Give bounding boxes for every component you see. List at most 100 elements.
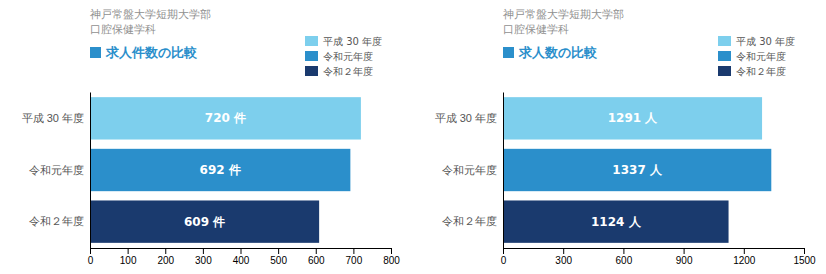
bars bbox=[90, 97, 361, 243]
axis-line bbox=[91, 249, 392, 255]
x-tick-label: 500 bbox=[270, 255, 287, 266]
x-tick: 800 bbox=[383, 248, 400, 266]
y-tick: 平成 30 年度 bbox=[435, 112, 503, 124]
x-tick: 900 bbox=[676, 248, 693, 266]
x-tick: 600 bbox=[308, 248, 325, 266]
x-tick-label: 300 bbox=[555, 255, 572, 266]
x-tick-label: 300 bbox=[195, 255, 212, 266]
axis-line bbox=[90, 93, 91, 249]
background bbox=[0, 0, 826, 274]
y-tick-label: 令和元年度 bbox=[29, 164, 84, 176]
x-tick-mark bbox=[165, 248, 166, 254]
x-axis: 0 300 600 900 1200 1500 bbox=[501, 248, 816, 266]
panel: 0100200300400500600700800平成 30 年度令和元年度令和… bbox=[22, 8, 401, 266]
x-tick-label: 600 bbox=[308, 255, 325, 266]
y-tick-label: 平成 30 年度 bbox=[22, 112, 84, 124]
y-tick-label: 平成 30 年度 bbox=[435, 112, 497, 124]
data-labels: 1291 人1337 人1124 人 bbox=[591, 111, 663, 228]
title: 神戸常盤大学短期大学部 bbox=[90, 8, 211, 21]
x-tick-label: 900 bbox=[676, 255, 693, 266]
y-tick: 令和２年度 bbox=[442, 215, 503, 227]
title: 口腔保健学科 bbox=[90, 23, 156, 36]
y-axis: 平成 30 年度令和元年度令和２年度 bbox=[435, 93, 504, 249]
y-axis: 平成 30 年度令和元年度令和２年度 bbox=[22, 93, 91, 249]
x-tick-label: 800 bbox=[383, 255, 400, 266]
x-tick-mark bbox=[744, 248, 745, 254]
x-tick-mark bbox=[316, 248, 317, 254]
legend-label: 平成 30 年度 bbox=[323, 36, 382, 47]
x-tick-mark bbox=[563, 248, 564, 254]
x-tick-mark bbox=[684, 248, 685, 254]
x-tick-label: 1200 bbox=[733, 255, 756, 266]
x-tick-label: 100 bbox=[120, 255, 137, 266]
x-tick: 0 bbox=[88, 248, 94, 266]
x-tick: 300 bbox=[555, 248, 572, 266]
subtitle: 求人数の比較 bbox=[518, 45, 598, 60]
legend: 平成 30 年度令和元年度令和２年度 bbox=[305, 36, 382, 77]
y-tick: 令和２年度 bbox=[29, 215, 90, 227]
x-tick: 300 bbox=[195, 248, 212, 266]
x-tick-label: 1500 bbox=[793, 255, 816, 266]
bars bbox=[503, 97, 771, 243]
x-tick-label: 0 bbox=[88, 255, 94, 266]
legend-swatch bbox=[305, 36, 318, 46]
x-tick-mark bbox=[90, 248, 91, 254]
legend: 平成 30 年度令和元年度令和２年度 bbox=[718, 36, 795, 77]
y-tick-label: 令和元年度 bbox=[442, 164, 497, 176]
bar bbox=[90, 97, 361, 139]
legend-swatch bbox=[718, 66, 731, 76]
x-tick-mark bbox=[353, 248, 354, 254]
x-tick-mark bbox=[391, 248, 392, 254]
x-tick-mark bbox=[623, 248, 624, 254]
axis-line bbox=[504, 249, 805, 255]
legend-label: 令和２年度 bbox=[323, 66, 373, 77]
x-tick-label: 400 bbox=[233, 255, 250, 266]
legend-swatch bbox=[305, 51, 318, 61]
x-tick: 400 bbox=[233, 248, 250, 266]
x-axis: 0 100 200 300 400 500 600 700 800 bbox=[88, 248, 401, 266]
x-tick: 100 bbox=[120, 248, 137, 266]
data-label: 692 件 bbox=[200, 163, 241, 177]
legend-swatch bbox=[718, 51, 731, 61]
subtitle: 求人件数の比較 bbox=[105, 45, 198, 60]
x-tick-label: 600 bbox=[616, 255, 633, 266]
x-tick-label: 700 bbox=[346, 255, 363, 266]
data-labels: 720 件692 件609 件 bbox=[184, 111, 246, 228]
x-tick: 700 bbox=[346, 248, 363, 266]
title: 神戸常盤大学短期大学部 bbox=[503, 8, 624, 21]
y-tick: 令和元年度 bbox=[442, 164, 503, 176]
legend-label: 令和２年度 bbox=[736, 66, 786, 77]
x-tick-mark bbox=[128, 248, 129, 254]
chart-root: 0100200300400500600700800平成 30 年度令和元年度令和… bbox=[0, 0, 826, 274]
axis-line bbox=[503, 93, 504, 249]
y-tick: 令和元年度 bbox=[29, 164, 90, 176]
x-tick-mark bbox=[804, 248, 805, 254]
legend-label: 令和元年度 bbox=[736, 51, 786, 62]
bar bbox=[90, 200, 319, 242]
x-tick: 1200 bbox=[733, 248, 756, 266]
legend-label: 令和元年度 bbox=[323, 51, 373, 62]
data-label: 1124 人 bbox=[591, 215, 642, 229]
x-tick-mark bbox=[241, 248, 242, 254]
subtitle-marker bbox=[90, 47, 101, 58]
y-tick: 平成 30 年度 bbox=[22, 112, 90, 124]
x-tick-label: 0 bbox=[501, 255, 507, 266]
x-tick: 0 bbox=[501, 248, 507, 266]
x-tick-label: 200 bbox=[157, 255, 174, 266]
data-label: 1337 人 bbox=[612, 163, 663, 177]
data-label: 609 件 bbox=[184, 215, 225, 229]
panel: 030060090012001500平成 30 年度令和元年度令和２年度1291… bbox=[435, 8, 816, 266]
x-tick: 500 bbox=[270, 248, 287, 266]
bar bbox=[503, 149, 771, 191]
legend-swatch bbox=[718, 36, 731, 46]
x-tick: 1500 bbox=[793, 248, 816, 266]
bar bbox=[503, 200, 729, 242]
legend-swatch bbox=[305, 66, 318, 76]
subtitle-marker bbox=[503, 47, 514, 58]
bar bbox=[503, 97, 762, 139]
y-tick-label: 令和２年度 bbox=[442, 215, 497, 227]
x-tick: 200 bbox=[157, 248, 174, 266]
x-tick-mark bbox=[503, 248, 504, 254]
y-tick-label: 令和２年度 bbox=[29, 215, 84, 227]
x-tick-mark bbox=[278, 248, 279, 254]
